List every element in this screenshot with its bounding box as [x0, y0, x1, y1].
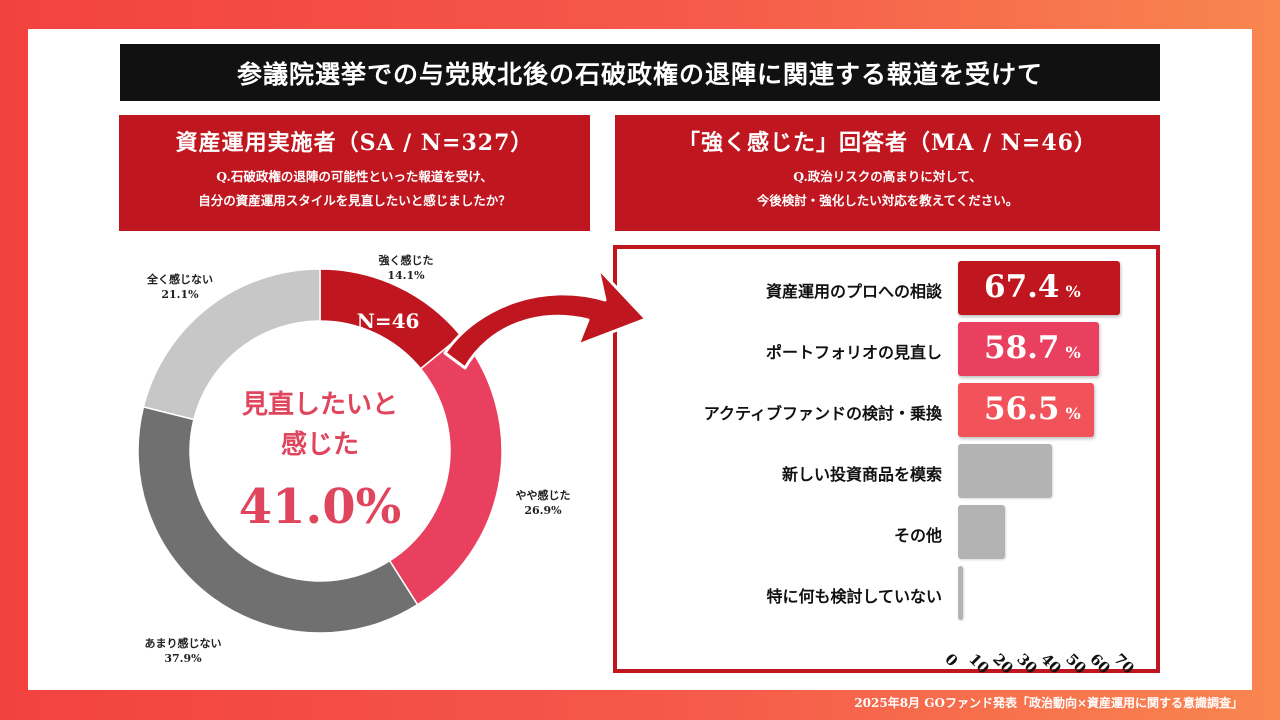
bar: [958, 444, 1053, 498]
bar-value-number: 56.5: [984, 391, 1060, 427]
center-value: 41.0%: [238, 479, 402, 535]
left-question-line2: 自分の資産運用スタイルを見直したいと感じましたか？: [198, 193, 511, 208]
right-panel-question: Q.政治リスクの高まりに対して、 今後検討・強化したい対応を教えてください。: [615, 165, 1160, 213]
bar: [958, 505, 1006, 559]
slice-name: やや感じた: [515, 489, 571, 502]
slice-value: 21.1%: [161, 288, 199, 301]
right-panel-heading: 「強く感じた」回答者（MA / N=46）: [678, 130, 1097, 156]
right-question-line2: 今後検討・強化したい対応を教えてください。: [756, 193, 1019, 208]
slice-label-not-at-all: 全く感じない 21.1%: [130, 272, 230, 302]
bar-category-label: 特に何も検討していない: [766, 587, 942, 606]
bar-category-label: アクティブファンドの検討・乗換: [703, 404, 942, 423]
donut-slice: [142, 268, 321, 421]
bar-value-unit: %: [1065, 343, 1081, 362]
donut-slice: [137, 405, 419, 634]
bar-category-label: ポートフォリオの見直し: [765, 343, 942, 362]
bar-category-label: 資産運用のプロへの相談: [765, 282, 942, 301]
n-label: N=46: [356, 309, 420, 333]
center-line1: 見直したいと: [241, 390, 398, 420]
bar-value-unit: %: [1065, 282, 1081, 301]
slice-label-strong: 強く感じた 14.1%: [366, 253, 446, 283]
left-panel-header: 資産運用実施者（SA / N=327） Q.石破政権の退陣の可能性といった報道を…: [119, 115, 590, 231]
bar: [958, 261, 1121, 315]
left-question-line1: Q.石破政権の退陣の可能性といった報道を受け、: [216, 169, 493, 184]
slice-value: 14.1%: [387, 269, 425, 282]
bar-category-label: 新しい投資商品を模索: [781, 465, 942, 484]
bar: [958, 566, 964, 620]
slice-label-rarely: あまり感じない 37.9%: [128, 636, 238, 666]
bar-value-number: 58.7: [984, 330, 1060, 366]
slice-name: 強く感じた: [378, 254, 434, 267]
bar: [958, 383, 1095, 437]
bar-category-label: その他: [893, 526, 942, 545]
slice-name: 全く感じない: [147, 273, 213, 286]
donut-center-label: 見直したいと 感じた 41.0%: [220, 385, 420, 535]
bar-value-label: 56.5%: [984, 391, 1081, 427]
left-panel-question: Q.石破政権の退陣の可能性といった報道を受け、 自分の資産運用スタイルを見直した…: [119, 165, 590, 213]
bar-value-label: 67.4%: [984, 269, 1081, 305]
bar-value-number: 67.4: [984, 269, 1060, 305]
slice-value: 37.9%: [164, 652, 202, 665]
bar-value-unit: %: [1065, 404, 1081, 423]
bar-chart-frame: [613, 245, 1160, 673]
bar: [958, 322, 1100, 376]
page-title: 参議院選挙での与党敗北後の石破政権の退陣に関連する報道を受けて: [120, 44, 1160, 101]
slice-value: 26.9%: [524, 504, 562, 517]
right-panel-header: 「強く感じた」回答者（MA / N=46） Q.政治リスクの高まりに対して、 今…: [615, 115, 1160, 231]
footer-source: 2025年8月 GOファンド発表「政治動向×資産運用に関する意識調査」: [854, 696, 1243, 710]
center-line2: 感じた: [280, 430, 359, 460]
slice-name: あまり感じない: [144, 637, 222, 650]
arrow-icon: [443, 266, 648, 370]
bar-value-label: 58.7%: [984, 330, 1081, 366]
slice-label-somewhat: やや感じた 26.9%: [503, 488, 583, 518]
left-panel-heading: 資産運用実施者（SA / N=327）: [175, 130, 534, 156]
right-question-line1: Q.政治リスクの高まりに対して、: [793, 169, 982, 184]
